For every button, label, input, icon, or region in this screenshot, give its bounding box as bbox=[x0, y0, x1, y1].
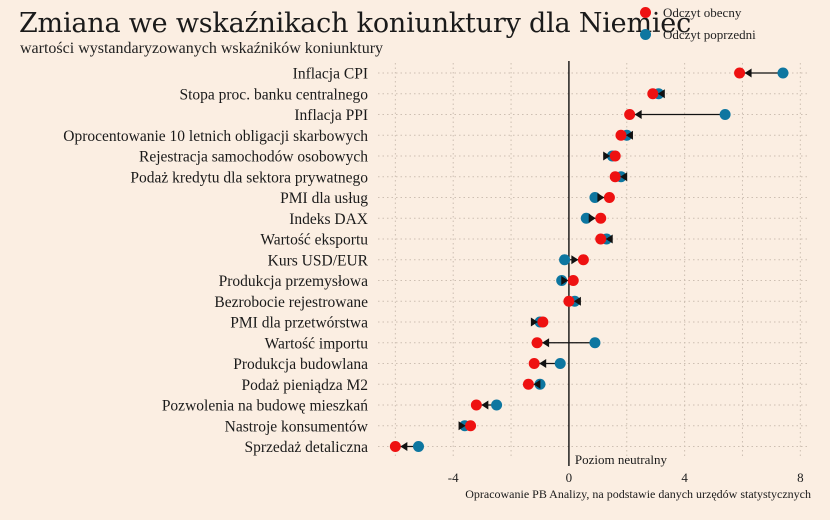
category-label: Sprzedaż detaliczna bbox=[245, 439, 369, 456]
category-label: Podaż pieniądza M2 bbox=[241, 377, 368, 394]
change-arrowhead bbox=[400, 442, 408, 451]
change-arrowhead bbox=[588, 213, 596, 223]
change-arrowhead bbox=[634, 110, 642, 119]
change-arrowhead bbox=[625, 130, 633, 140]
legend: Odczyt obecny Odczyt poprzedni bbox=[636, 2, 756, 46]
change-arrowhead bbox=[481, 400, 489, 410]
chart-subtitle: wartości wystandaryzowanych wskaźników k… bbox=[20, 40, 384, 57]
current-reading-point bbox=[624, 109, 636, 120]
previous-reading-point bbox=[589, 337, 601, 349]
current-reading-point bbox=[531, 337, 543, 349]
current-reading-point bbox=[470, 399, 482, 411]
change-arrowhead bbox=[571, 255, 579, 265]
category-label: Stopa proc. banku centralnego bbox=[179, 86, 368, 103]
current-reading-point bbox=[609, 150, 621, 162]
current-reading-point bbox=[465, 420, 477, 432]
current-reading-point bbox=[577, 254, 589, 266]
change-arrowhead bbox=[573, 296, 581, 306]
category-label: Oprocentowanie 10 letnich obligacji skar… bbox=[63, 128, 368, 145]
label-layer: Inflacja CPI Stopa proc. banku centralneg… bbox=[63, 66, 369, 457]
current-reading-point bbox=[389, 441, 401, 452]
current-reading-point bbox=[567, 275, 579, 286]
change-arrowhead bbox=[597, 193, 605, 202]
point-layer bbox=[389, 67, 789, 452]
change-arrowhead bbox=[542, 338, 550, 348]
category-label: PMI dla usług bbox=[280, 190, 368, 207]
current-reading-point bbox=[595, 233, 607, 245]
change-arrowhead bbox=[533, 379, 541, 389]
current-reading-point bbox=[522, 378, 534, 390]
category-label: Nastroje konsumentów bbox=[225, 418, 369, 435]
current-reading-point bbox=[603, 192, 615, 203]
change-arrowhead bbox=[605, 234, 613, 244]
x-tick-label: -4 bbox=[448, 470, 459, 485]
change-arrowhead bbox=[657, 89, 665, 99]
category-label: Pozwolenia na budowę mieszkań bbox=[162, 398, 368, 415]
current-reading-point bbox=[563, 295, 575, 307]
previous-reading-point bbox=[412, 441, 424, 452]
x-tick-label: 0 bbox=[566, 470, 573, 485]
change-arrowhead bbox=[620, 172, 628, 182]
category-label: Inflacja CPI bbox=[293, 66, 368, 83]
chart-title: Zmiana we wskaźnikach koniunktury dla Ni… bbox=[19, 8, 691, 39]
tick-layer: -4 0 4 8 bbox=[448, 470, 804, 485]
category-label: Bezrobocie rejestrowane bbox=[214, 294, 368, 311]
previous-reading-point bbox=[554, 358, 566, 369]
legend-item-current: Odczyt obecny bbox=[636, 2, 756, 24]
current-reading-point bbox=[528, 358, 540, 369]
change-arrowhead bbox=[603, 151, 611, 161]
change-arrowhead bbox=[539, 359, 547, 368]
change-arrowhead bbox=[744, 68, 752, 78]
current-reading-point bbox=[609, 171, 621, 183]
previous-reading-point bbox=[719, 109, 731, 120]
x-tick-label: 8 bbox=[797, 470, 804, 485]
change-arrowhead bbox=[530, 317, 538, 327]
change-arrowhead bbox=[561, 276, 569, 285]
category-label: Kurs USD/EUR bbox=[268, 252, 369, 269]
legend-label-current: Odczyt obecny bbox=[663, 5, 742, 20]
change-arrowhead bbox=[458, 421, 466, 431]
category-label: PMI dla przetwórstwa bbox=[230, 315, 368, 332]
category-label: Indeks DAX bbox=[289, 211, 368, 228]
category-label: Wartość importu bbox=[265, 335, 369, 352]
category-label: Wartość eksportu bbox=[260, 232, 368, 249]
category-label: Rejestracja samochodów osobowych bbox=[139, 149, 368, 166]
current-reading-point bbox=[537, 316, 549, 328]
legend-label-previous: Odczyt poprzedni bbox=[663, 27, 756, 42]
category-label: Produkcja przemysłowa bbox=[219, 273, 368, 290]
previous-reading-point bbox=[491, 399, 503, 411]
grid-layer bbox=[378, 63, 809, 458]
current-reading-point bbox=[734, 67, 746, 79]
current-reading-point bbox=[595, 212, 607, 224]
category-label: Podaż kredytu dla sektora prywatnego bbox=[130, 169, 368, 186]
legend-item-previous: Odczyt poprzedni bbox=[636, 24, 756, 46]
category-label: Inflacja PPI bbox=[294, 107, 368, 124]
current-reading-point bbox=[615, 129, 627, 141]
category-label: Produkcja budowlana bbox=[233, 356, 368, 373]
legend-marker-current bbox=[640, 7, 651, 18]
source-note: Opracowanie PB Analizy, na podstawie dan… bbox=[465, 487, 811, 501]
previous-reading-point bbox=[777, 67, 789, 79]
previous-reading-point bbox=[559, 254, 571, 266]
legend-marker-previous bbox=[640, 29, 651, 40]
x-tick-label: 4 bbox=[681, 470, 688, 485]
current-reading-point bbox=[647, 88, 659, 100]
neutral-level-annotation: Poziom neutralny bbox=[575, 452, 668, 467]
